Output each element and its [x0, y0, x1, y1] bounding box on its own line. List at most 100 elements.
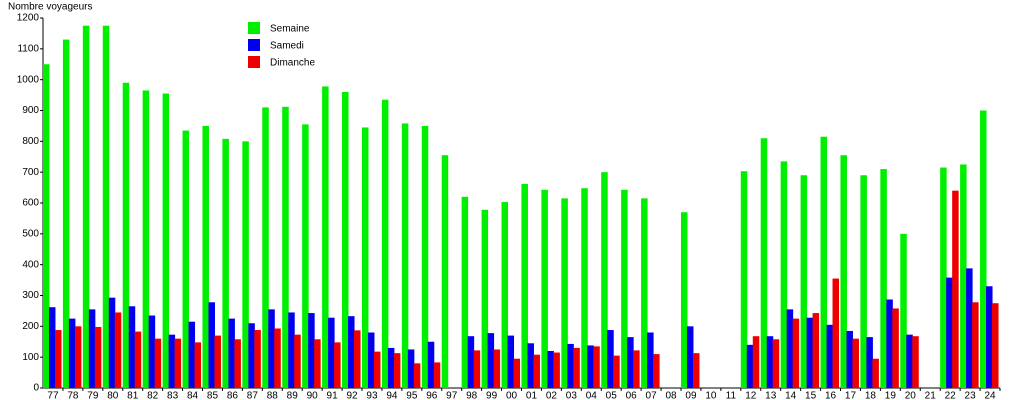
bar [992, 303, 999, 388]
x-tick-label: 91 [327, 391, 339, 400]
bar [194, 342, 202, 388]
bar [393, 353, 401, 388]
bar [641, 198, 648, 388]
x-tick-label: 86 [227, 391, 239, 400]
bar [222, 138, 229, 388]
bar [906, 334, 913, 388]
x-tick-label: 96 [426, 391, 438, 400]
bar [886, 299, 893, 388]
bar [621, 189, 628, 388]
bar [134, 331, 142, 388]
x-tick-label: 22 [945, 391, 957, 400]
x-tick-label: 84 [187, 391, 199, 400]
bar [208, 302, 215, 388]
bar [561, 198, 568, 388]
y-tick-label: 200 [22, 321, 39, 332]
bar [846, 330, 853, 388]
y-tick-label: 1000 [17, 74, 40, 85]
bar [42, 64, 50, 388]
bar [493, 349, 501, 388]
bar [952, 190, 959, 388]
bar [613, 355, 620, 388]
bar [772, 339, 780, 388]
y-tick-label: 300 [22, 290, 39, 301]
bar [114, 312, 122, 388]
bar [433, 362, 441, 388]
bar [288, 312, 295, 388]
y-tick-label: 900 [22, 105, 39, 116]
bar [68, 318, 76, 388]
bar [972, 302, 979, 388]
bar [792, 318, 800, 388]
bar [872, 358, 879, 388]
x-tick-label: 19 [885, 391, 897, 400]
bar [547, 351, 554, 388]
y-tick-label: 1200 [17, 13, 40, 24]
bar [234, 339, 241, 388]
bar [946, 277, 953, 388]
x-tick-label: 21 [925, 391, 937, 400]
bar [501, 202, 509, 388]
bar [607, 330, 614, 388]
bar [262, 107, 269, 389]
bar [202, 125, 209, 389]
bar [812, 313, 820, 388]
x-tick-label: 01 [526, 391, 538, 400]
bar [441, 155, 449, 388]
bar [361, 127, 369, 388]
x-tick-label: 99 [486, 391, 498, 400]
y-tick-label: 1100 [17, 43, 39, 54]
bar [348, 316, 355, 388]
bar [647, 332, 654, 388]
bar [800, 175, 808, 388]
x-tick-label: 09 [685, 391, 697, 400]
bar [966, 268, 973, 388]
bar [980, 110, 987, 388]
bar [401, 123, 409, 388]
bar [633, 350, 640, 388]
y-tick-label: 0 [33, 383, 39, 394]
bar [533, 354, 540, 388]
y-tick-label: 400 [22, 259, 39, 270]
bar [806, 317, 814, 388]
legend-swatch [248, 56, 260, 68]
legend-swatch [248, 22, 260, 34]
bar [892, 308, 899, 388]
bar [274, 328, 281, 388]
x-tick-label: 81 [127, 391, 139, 400]
x-tick-label: 98 [466, 391, 478, 400]
bar [866, 337, 873, 388]
x-tick-label: 07 [646, 391, 658, 400]
x-tick-label: 14 [785, 391, 797, 400]
bar [407, 349, 415, 388]
bar [54, 330, 62, 388]
x-tick-label: 24 [984, 391, 996, 400]
bar [780, 161, 788, 388]
x-tick-label: 90 [307, 391, 319, 400]
x-tick-label: 83 [167, 391, 179, 400]
bar [82, 25, 90, 388]
bar [481, 209, 489, 388]
x-tick-label: 10 [705, 391, 717, 400]
bar [553, 352, 560, 388]
x-tick-label: 89 [287, 391, 299, 400]
bar [308, 313, 315, 388]
x-tick-label: 02 [546, 391, 558, 400]
bar [248, 323, 255, 388]
bar [760, 138, 768, 388]
bar [840, 155, 847, 388]
bar [188, 321, 196, 388]
x-tick-label: 82 [147, 391, 159, 400]
bar [142, 90, 150, 388]
bar [573, 347, 580, 388]
x-tick-label: 97 [446, 391, 458, 400]
x-tick-label: 04 [586, 391, 598, 400]
bar [62, 39, 70, 388]
bar [680, 212, 688, 388]
x-tick-label: 93 [366, 391, 378, 400]
bar [912, 336, 919, 388]
bar [473, 350, 481, 388]
bar [88, 309, 96, 388]
y-axis-label: Nombre voyageurs [8, 2, 92, 13]
bar [122, 82, 130, 388]
